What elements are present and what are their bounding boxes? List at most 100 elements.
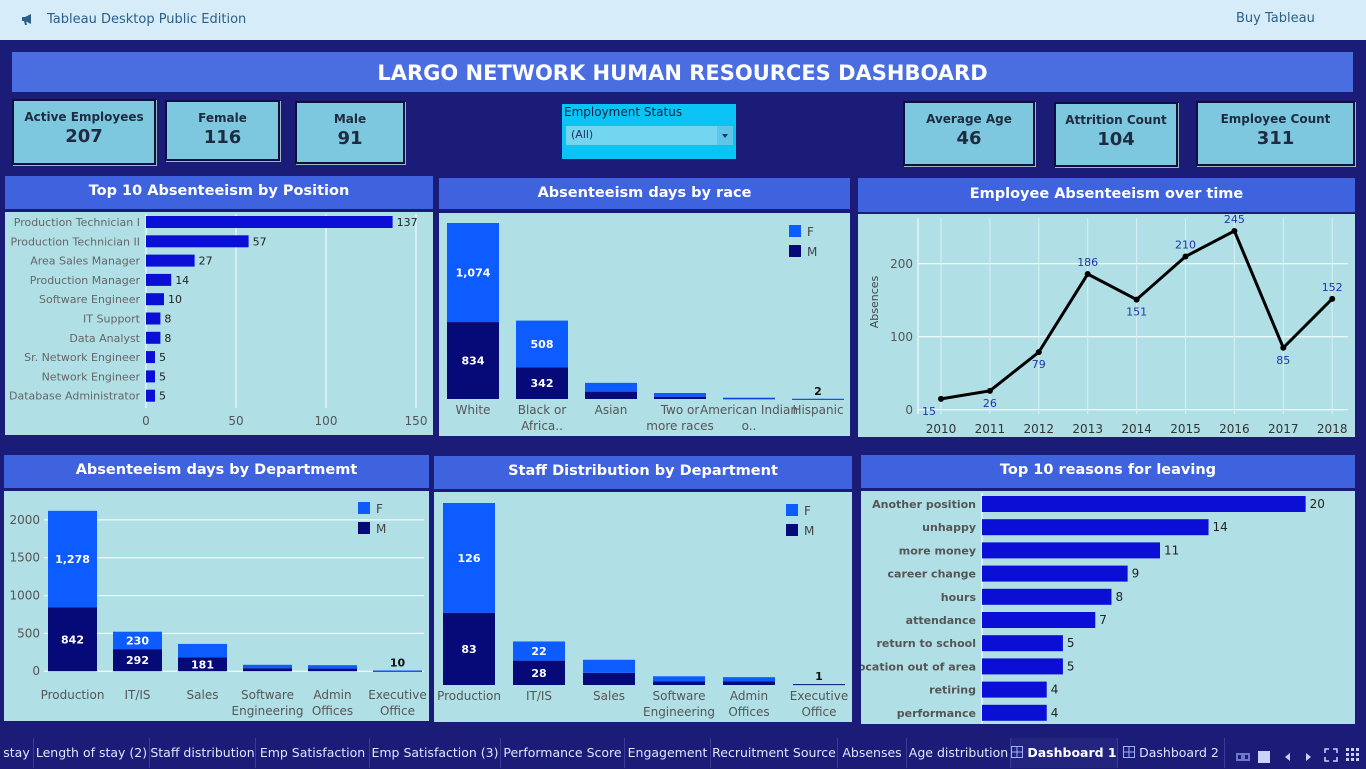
data-label: 85 <box>1276 354 1290 367</box>
bar-male <box>654 396 706 399</box>
employment-status-dropdown[interactable]: (All) <box>565 125 734 146</box>
data-point <box>938 395 944 402</box>
bar <box>146 273 172 286</box>
sheet-tab-engagement[interactable]: Engagement <box>625 738 711 768</box>
megaphone-icon <box>20 11 36 31</box>
data-label: 4 <box>1051 706 1059 720</box>
y-tick-label: 1000 <box>9 589 40 603</box>
bar <box>982 658 1063 675</box>
data-label: 4 <box>1051 683 1059 697</box>
sheet-tab-emp-satisfaction[interactable]: Emp Satisfaction <box>256 738 370 768</box>
bar-male <box>243 668 292 672</box>
category-label: Asian <box>595 403 628 417</box>
panel-absenteeism-department: 0 500 1000 1500 2000 842 1,278 Production 292 230… <box>4 491 429 721</box>
dashboard-grid-icon <box>1123 739 1136 769</box>
category-label: Software Engineer <box>39 293 140 306</box>
bar-female <box>723 397 775 399</box>
category-label: IT Support <box>83 313 141 326</box>
category-label: Production <box>41 688 105 702</box>
sheet-tab-stay[interactable]: stay <box>0 738 34 768</box>
data-point <box>1329 295 1336 302</box>
data-label: 11 <box>1164 543 1179 557</box>
bar <box>982 565 1128 582</box>
category-label: return to school <box>877 637 977 650</box>
data-label: 151 <box>1126 306 1147 319</box>
next-sheet-icon[interactable] <box>1304 748 1314 767</box>
panel-absenteeism-race: 834 1,074 White 342 508 Black or Africa.. Asian… <box>439 213 850 436</box>
data-label: 27 <box>199 255 213 268</box>
chart-absenteeism-time: 0 100 200 Absences 15 26 79 186 151 210 245 85 152 20… <box>868 213 1348 436</box>
y-tick-label: 1500 <box>9 551 40 565</box>
kpi-label: Male <box>333 112 367 126</box>
sheet-grid-icon[interactable] <box>1346 747 1360 766</box>
data-label: 5 <box>1067 636 1075 650</box>
y-tick-label: 100 <box>890 330 913 344</box>
tab-label: Absenses <box>842 745 902 760</box>
sheet-tab-absenses[interactable]: Absenses <box>838 738 907 768</box>
category-label: Production Manager <box>30 274 141 287</box>
bar-female <box>447 223 499 323</box>
app-top-bar: Tableau Desktop Public Edition Buy Table… <box>0 0 1366 40</box>
legend-label-m: M <box>807 245 817 259</box>
kpi-value: 104 <box>1097 129 1135 150</box>
category-label: more races <box>646 419 713 433</box>
tab-label: Staff distribution <box>150 745 255 760</box>
bar <box>982 542 1160 559</box>
category-label: Africa.. <box>521 419 563 433</box>
data-label: 10 <box>390 656 406 669</box>
kpi-label: Average Age <box>926 112 1012 126</box>
kpi-value: 207 <box>65 126 103 147</box>
legend-swatch-m <box>358 522 370 534</box>
x-tick-label: 2016 <box>1219 422 1250 436</box>
legend-label-f: F <box>804 504 811 518</box>
legend-swatch-f <box>786 504 798 516</box>
data-label: 14 <box>175 274 189 287</box>
category-label: Admin <box>730 689 768 703</box>
y-axis-label: Absences <box>868 275 881 328</box>
sheet-tab-staff-distribution[interactable]: Staff distribution <box>150 738 256 768</box>
data-label: 245 <box>1224 214 1245 226</box>
kpi-label: Employee Count <box>1220 112 1331 126</box>
sheet-tab-performance-score[interactable]: Performance Score <box>501 738 625 768</box>
x-tick-label: 50 <box>228 414 243 428</box>
bar-male <box>113 649 162 672</box>
data-label: 79 <box>1032 358 1046 371</box>
film-strip-icon[interactable] <box>1236 748 1250 767</box>
x-tick-label: 2012 <box>1024 422 1055 436</box>
category-label: Software <box>653 689 706 703</box>
panel-title-staff-distribution: Staff Distribution by Department <box>434 456 852 489</box>
data-label: 137 <box>397 216 418 229</box>
kpi-attrition-count: Attrition Count 104 <box>1054 102 1178 167</box>
tab-label: Emp Satisfaction <box>259 745 366 760</box>
data-label: 1,278 <box>55 553 90 566</box>
legend-label-f: F <box>376 502 383 516</box>
sheet-tab-age-distribution[interactable]: Age distribution <box>907 738 1011 768</box>
category-label: Two or <box>660 403 700 417</box>
bar <box>146 370 155 383</box>
data-label: 508 <box>531 338 554 351</box>
category-label: performance <box>897 707 976 720</box>
previous-sheet-icon[interactable] <box>1282 748 1292 767</box>
category-label: Area Sales Manager <box>30 255 140 268</box>
category-label: Software <box>241 688 294 702</box>
bar <box>146 389 155 402</box>
fullscreen-icon[interactable] <box>1324 747 1338 766</box>
chart-absenteeism-department: 0 500 1000 1500 2000 842 1,278 Production 292 230… <box>9 502 427 718</box>
data-label: 8 <box>164 332 171 345</box>
show-sheets-icon[interactable] <box>1258 748 1270 767</box>
category-label: Database Administrator <box>9 390 140 403</box>
buy-tableau-link[interactable]: Buy Tableau <box>1236 11 1315 26</box>
bar-female <box>723 677 775 682</box>
data-point <box>1231 227 1238 234</box>
sheet-tab-length-of-stay-2[interactable]: Length of stay (2) <box>34 738 150 768</box>
panel-title-absenteeism-race: Absenteeism days by race <box>439 178 850 209</box>
sheet-tab-recruitment-source[interactable]: Recruitment Source <box>711 738 838 768</box>
category-label: Sr. Network Engineer <box>24 351 140 364</box>
bar-male <box>443 612 495 685</box>
bar-male <box>723 681 775 685</box>
sheet-tab-emp-satisfaction-3[interactable]: Emp Satisfaction (3) <box>370 738 501 768</box>
legend-swatch-f <box>358 502 370 514</box>
bar-male <box>513 660 565 685</box>
sheet-tab-dashboard-2[interactable]: Dashboard 2 <box>1118 738 1225 768</box>
sheet-tab-dashboard-1[interactable]: Dashboard 1 <box>1011 738 1118 768</box>
